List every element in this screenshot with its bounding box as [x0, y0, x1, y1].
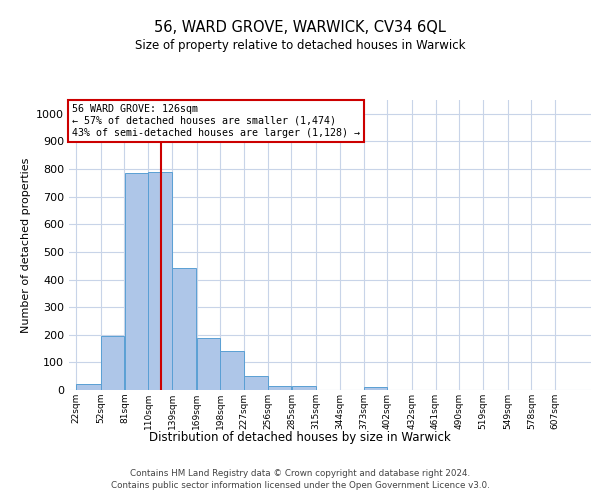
Bar	[364, 387, 387, 390]
Text: Distribution of detached houses by size in Warwick: Distribution of detached houses by size …	[149, 431, 451, 444]
Text: 56 WARD GROVE: 126sqm
← 57% of detached houses are smaller (1,474)
43% of semi-d: 56 WARD GROVE: 126sqm ← 57% of detached …	[71, 104, 359, 138]
Bar	[125, 173, 148, 390]
Text: Size of property relative to detached houses in Warwick: Size of property relative to detached ho…	[135, 38, 465, 52]
Bar	[268, 386, 291, 390]
Bar	[76, 384, 101, 390]
Bar	[197, 338, 220, 390]
Bar	[101, 336, 124, 390]
Bar	[220, 352, 244, 390]
Bar	[172, 268, 196, 390]
Text: 56, WARD GROVE, WARWICK, CV34 6QL: 56, WARD GROVE, WARWICK, CV34 6QL	[154, 20, 446, 35]
Y-axis label: Number of detached properties: Number of detached properties	[20, 158, 31, 332]
Text: Contains HM Land Registry data © Crown copyright and database right 2024.: Contains HM Land Registry data © Crown c…	[130, 470, 470, 478]
Text: Contains public sector information licensed under the Open Government Licence v3: Contains public sector information licen…	[110, 482, 490, 490]
Bar	[148, 172, 172, 390]
Bar	[244, 376, 268, 390]
Bar	[292, 386, 316, 390]
